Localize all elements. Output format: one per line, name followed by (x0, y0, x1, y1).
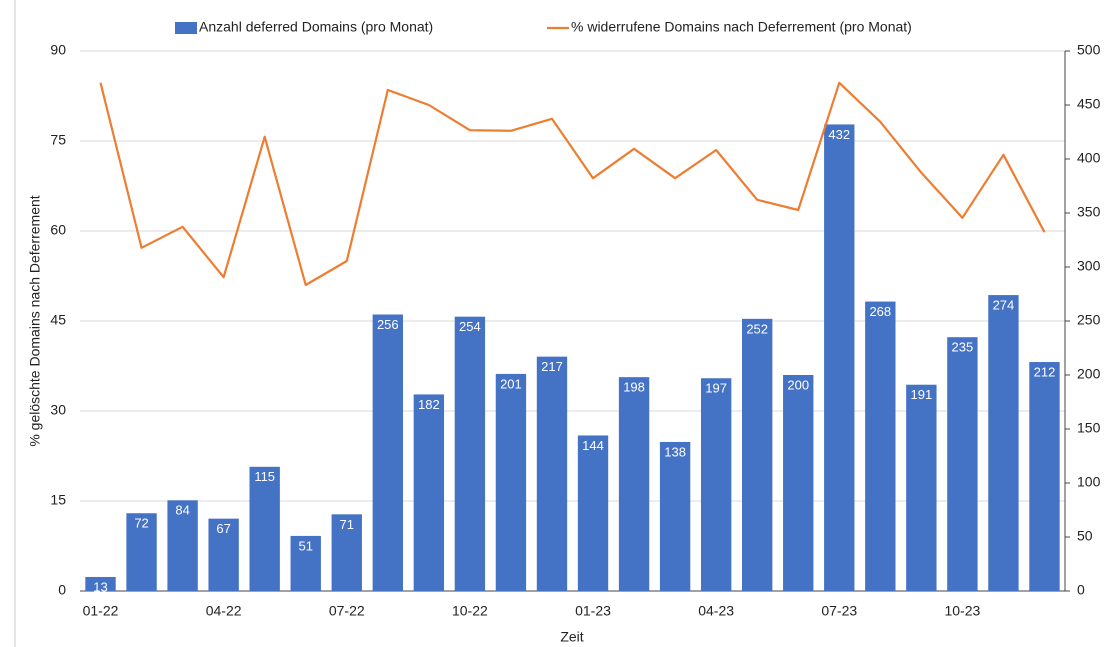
bar-value-label: 200 (787, 377, 809, 392)
bar-value-label: 115 (254, 469, 275, 484)
bar-value-label: 254 (459, 319, 481, 334)
bar (495, 373, 527, 591)
x-tick-label: 01-23 (575, 603, 611, 619)
y2-tick-label: 50 (1077, 528, 1093, 544)
y2-tick-label: 100 (1077, 474, 1101, 490)
x-axis-label: Zeit (560, 629, 583, 645)
bar-value-label: 197 (705, 381, 727, 396)
x-tick-label: 01-22 (83, 603, 119, 619)
bar (1029, 362, 1060, 591)
bar-value-label: 217 (541, 359, 563, 374)
bar-value-label: 13 (93, 579, 107, 594)
bar (208, 518, 239, 591)
bar (988, 295, 1019, 591)
bar (906, 384, 937, 591)
bar-value-label: 235 (952, 340, 974, 355)
legend-swatch (175, 22, 197, 34)
bar (290, 535, 321, 591)
bar (659, 441, 691, 591)
x-tick-label: 10-23 (944, 603, 980, 619)
x-tick-label: 04-23 (698, 603, 734, 619)
bar (249, 466, 280, 591)
bar (454, 316, 486, 591)
bar (536, 356, 568, 591)
bar-value-label: 191 (911, 387, 933, 402)
bar-value-label: 72 (134, 516, 148, 531)
bar-value-label: 256 (377, 317, 399, 332)
y-tick-label: 30 (50, 402, 66, 418)
y2-tick-label: 250 (1077, 312, 1101, 328)
y2-tick-label: 400 (1077, 150, 1101, 166)
y2-tick-label: 0 (1077, 582, 1085, 598)
bar (167, 500, 198, 591)
y-tick-label: 0 (58, 582, 66, 598)
bar-value-label: 138 (664, 444, 686, 459)
x-tick-label: 10-22 (452, 603, 488, 619)
bar (947, 337, 978, 591)
bar-value-label: 212 (1034, 364, 1056, 379)
y-tick-label: 45 (50, 312, 66, 328)
bar-value-label: 84 (175, 503, 189, 518)
bar-value-label: 268 (869, 304, 891, 319)
y2-tick-label: 200 (1077, 366, 1101, 382)
bar (700, 378, 732, 591)
bar (824, 124, 855, 591)
line (99, 81, 1046, 287)
bar-value-label: 67 (216, 521, 230, 536)
x-tick-label: 04-22 (206, 603, 242, 619)
legend-label: Anzahl deferred Domains (pro Monat) (199, 19, 433, 35)
bar (331, 514, 362, 591)
y2-tick-label: 300 (1077, 258, 1101, 274)
y-tick-label: 60 (50, 222, 66, 238)
bar-value-label: 252 (746, 321, 768, 336)
bar-value-label: 274 (993, 298, 1015, 313)
bar-value-label: 201 (500, 376, 522, 391)
y-axis-label: % gelöschte Domains nach Deferrement (27, 195, 43, 446)
x-tick-label: 07-22 (329, 603, 365, 619)
bar-value-label: 432 (828, 127, 850, 142)
y-tick-label: 75 (50, 132, 66, 148)
bar-value-label: 144 (582, 438, 604, 453)
bar-value-label: 71 (340, 517, 354, 532)
y2-tick-label: 150 (1077, 420, 1101, 436)
bar (85, 576, 116, 591)
bar (783, 375, 814, 591)
bar (742, 318, 773, 591)
bar (372, 314, 403, 591)
legend-label: % widerrufene Domains nach Deferrement (… (571, 19, 912, 35)
bar-value-label: 198 (623, 380, 645, 395)
y2-tick-label: 350 (1077, 204, 1101, 220)
bar (865, 301, 896, 591)
bar (618, 377, 650, 591)
bar (577, 435, 609, 591)
y2-tick-label: 450 (1077, 96, 1101, 112)
bar-value-label: 51 (298, 538, 312, 553)
x-tick-label: 07-23 (821, 603, 857, 619)
y2-tick-label: 500 (1077, 42, 1101, 58)
y-tick-label: 90 (50, 42, 66, 58)
y-tick-label: 15 (50, 492, 66, 508)
bar (413, 394, 445, 591)
bar (126, 513, 157, 591)
bar-value-label: 182 (418, 397, 440, 412)
